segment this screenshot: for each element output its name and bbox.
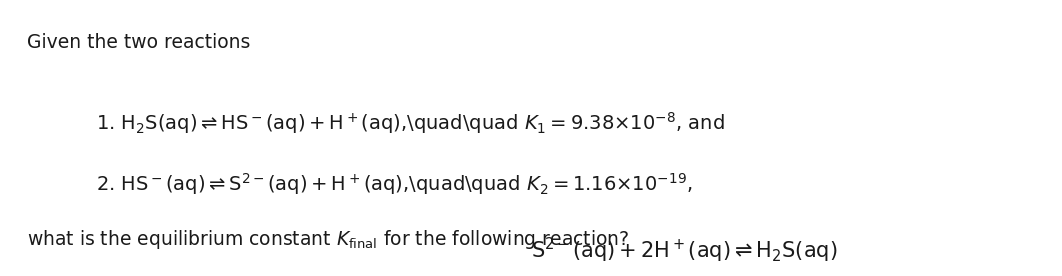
Text: 1. $\mathrm{H_2S(aq)} \rightleftharpoons \mathrm{HS^-(aq) + H^+(aq)}$,\quad\quad: 1. $\mathrm{H_2S(aq)} \rightleftharpoons… xyxy=(96,110,724,136)
Text: 2. $\mathrm{HS^-(aq)} \rightleftharpoons \mathrm{S^{2-}(aq) + H^+(aq)}$,\quad\qu: 2. $\mathrm{HS^-(aq)} \rightleftharpoons… xyxy=(96,171,692,197)
Text: what is the equilibrium constant $K_{\mathrm{final}}$ for the following reaction: what is the equilibrium constant $K_{\ma… xyxy=(27,228,629,251)
Text: $\mathrm{S^{2-}(aq) + 2H^+(aq)} \rightleftharpoons \mathrm{H_2S(aq)}$: $\mathrm{S^{2-}(aq) + 2H^+(aq)} \rightle… xyxy=(531,236,838,265)
Text: Given the two reactions: Given the two reactions xyxy=(27,33,250,52)
